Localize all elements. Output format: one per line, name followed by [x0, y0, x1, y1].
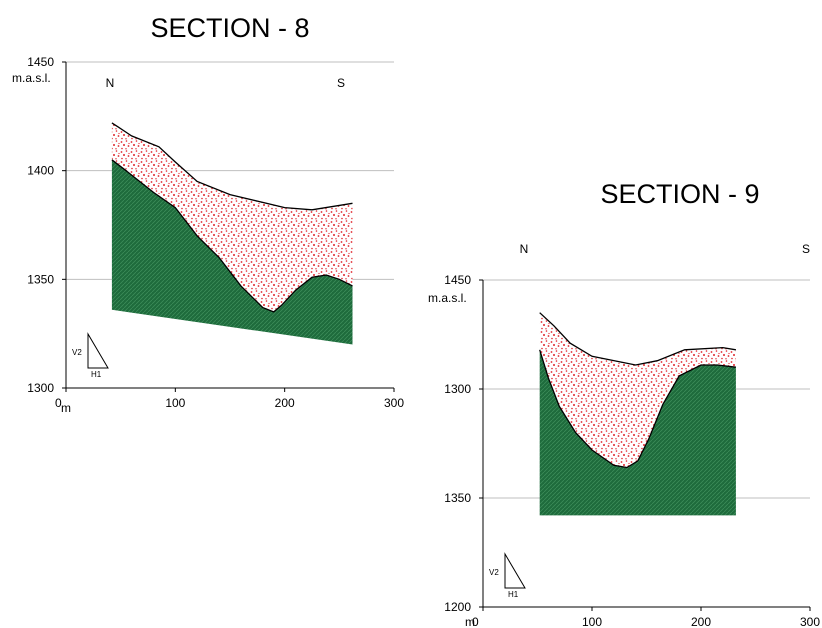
x-tick-label: 100	[582, 615, 602, 628]
scale-triangle	[504, 552, 526, 589]
y-tick-label: 1300	[444, 382, 471, 396]
section-9-geology	[539, 312, 737, 516]
bedrock-contact-line	[111, 159, 353, 313]
ground-surface-line	[539, 312, 737, 366]
section-9-axes	[479, 279, 811, 611]
y-tick-label: 1350	[27, 272, 54, 286]
section-8-scale-indicator: V2 H1	[72, 332, 109, 379]
x-tick-label: 200	[691, 615, 711, 628]
y-tick-label: 1350	[444, 491, 471, 505]
bedrock-layer	[539, 349, 736, 516]
section-9-unit-label: m.a.s.l.	[428, 291, 467, 305]
scale-horizontal-label: H1	[91, 370, 102, 379]
x-tick-label: 300	[800, 615, 820, 628]
scale-triangle	[87, 332, 109, 369]
section-8-title: SECTION - 8	[150, 13, 309, 43]
scale-vertical-label: V2	[72, 348, 82, 357]
section-8-geology	[111, 122, 353, 345]
y-tick-label: 1450	[444, 273, 471, 287]
x-tick-label: 0	[472, 615, 479, 628]
x-tick-label: 300	[384, 396, 404, 410]
section-9-south-label: S	[802, 242, 810, 256]
x-tick-label: 100	[165, 396, 185, 410]
y-tick-label: 1450	[27, 55, 54, 69]
section-9-north-label: N	[520, 242, 529, 256]
ground-surface-line	[111, 122, 353, 211]
bedrock-contact-line	[539, 349, 736, 469]
section-9-title: SECTION - 9	[600, 179, 759, 209]
section-9-scale-indicator: V2 H1	[489, 552, 526, 599]
scale-horizontal-label: H1	[508, 590, 519, 599]
y-tick-label: 1200	[444, 600, 471, 614]
section-8-x-unit: m	[61, 401, 71, 415]
section-8-north-label: N	[106, 76, 115, 90]
weathered-layer	[539, 312, 736, 468]
section-9-x-unit: m	[465, 615, 475, 628]
y-tick-label: 1400	[27, 164, 54, 178]
section-8-axes	[62, 61, 395, 392]
x-tick-label: 200	[275, 396, 295, 410]
section-8-south-label: S	[337, 76, 345, 90]
section-8-unit-label: m.a.s.l.	[12, 71, 51, 85]
scale-vertical-label: V2	[489, 568, 499, 577]
weathered-layer	[111, 122, 353, 312]
y-tick-label: 1300	[27, 381, 54, 395]
x-tick-label: 0	[55, 396, 62, 410]
